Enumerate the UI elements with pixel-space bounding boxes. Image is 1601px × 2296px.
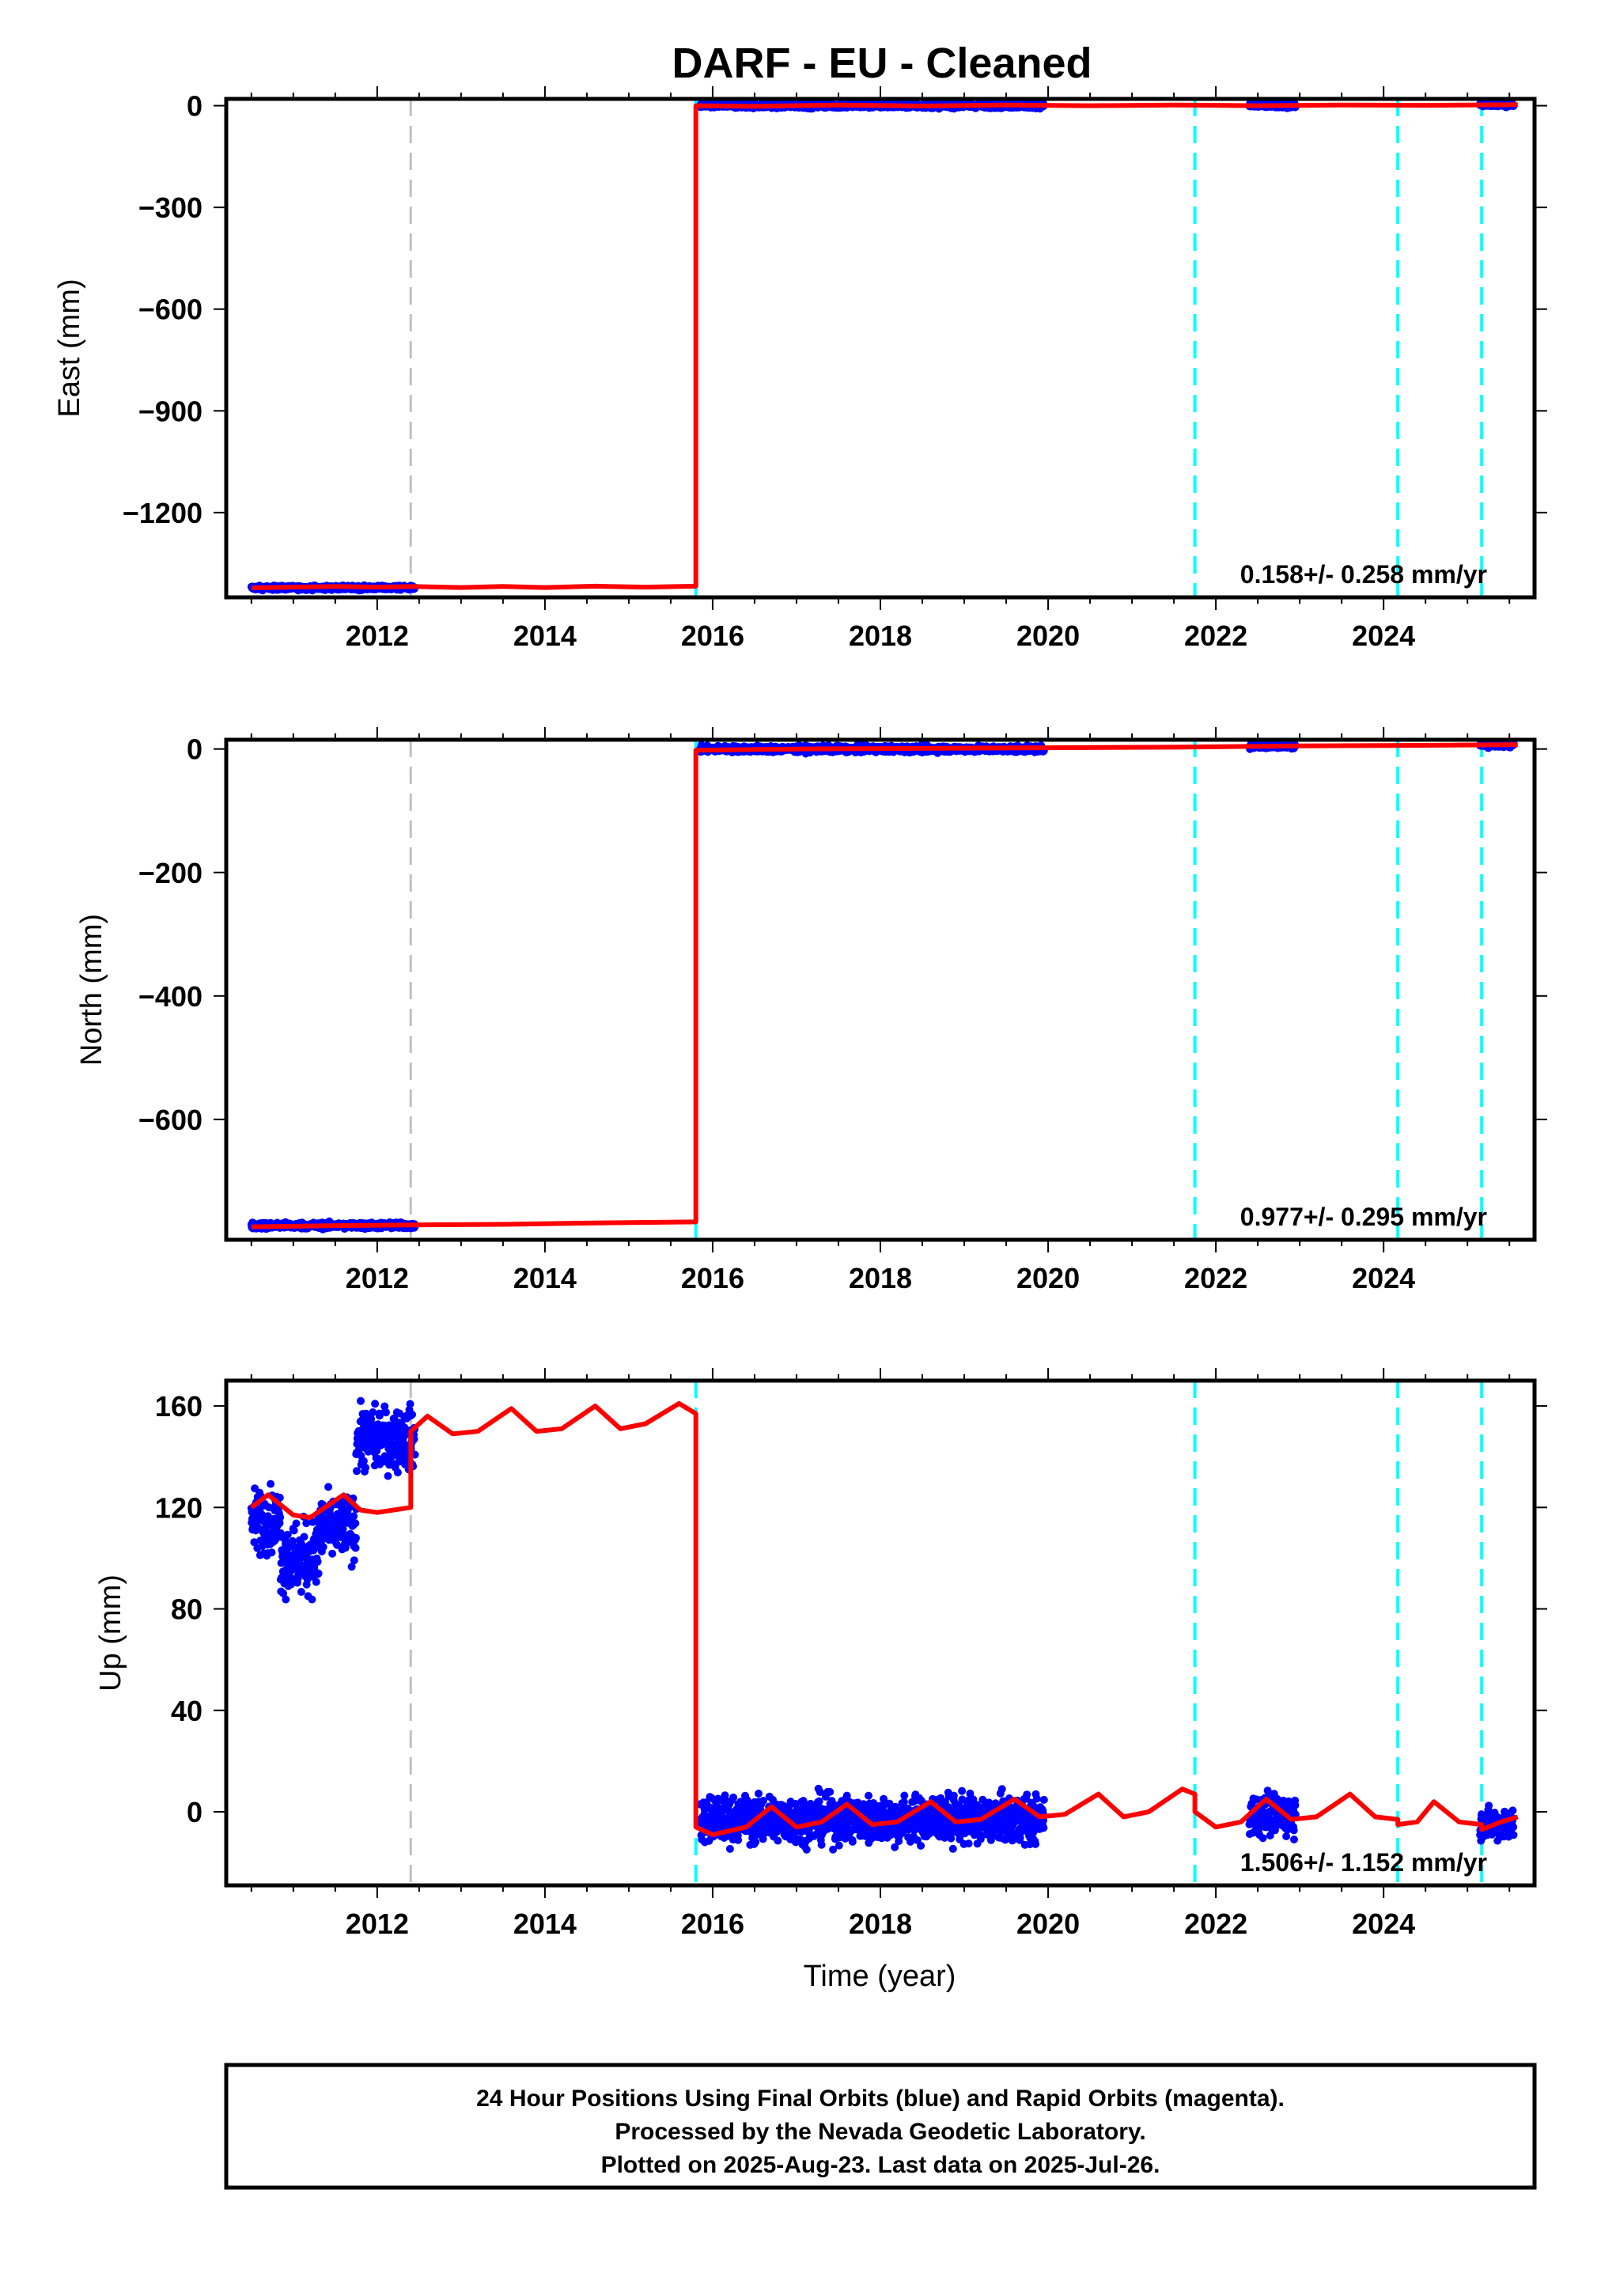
up-data-point (369, 1408, 377, 1416)
north-panel: 2012 2014 2016 2018 2020 2022 2024 0 −200 −400 −60… (75, 727, 1547, 1294)
north-x-tick-label: 2020 (1016, 1262, 1080, 1294)
up-data-point (308, 1595, 316, 1604)
north-y-tick-label: −200 (138, 857, 202, 889)
east-x-tick-label: 2012 (346, 619, 409, 652)
up-panel: 2012 2014 2016 2018 2020 2022 2024 160 120 80 40 0 U… (94, 1368, 1547, 1940)
east-x-tick-label: 2014 (513, 619, 577, 652)
north-x-tick-label: 2024 (1352, 1262, 1415, 1294)
north-frame (224, 737, 1537, 1242)
east-x-tick-label: 2016 (681, 619, 744, 652)
north-plot-area (247, 740, 1518, 1240)
north-x-tick-label: 2022 (1184, 1262, 1247, 1294)
up-data-point (361, 1464, 370, 1472)
up-y-axis-label: Up (mm) (94, 1574, 127, 1692)
north-velocity-label: 0.977+/- 0.295 mm/yr (1240, 1203, 1487, 1231)
up-data-point (371, 1400, 380, 1408)
up-data-point (250, 1538, 259, 1547)
up-data-point (276, 1513, 285, 1521)
up-data-point (308, 1517, 317, 1526)
up-data-point (282, 1595, 290, 1604)
up-plot-area (247, 1381, 1519, 1885)
up-data-point (384, 1472, 392, 1480)
up-data-point (314, 1569, 323, 1578)
up-data-point (351, 1519, 360, 1528)
east-x-tick-label: 2018 (849, 619, 912, 652)
up-data-point (352, 1533, 360, 1542)
east-plot-area (247, 99, 1518, 597)
east-frame (224, 97, 1537, 600)
up-y-tick-label: 80 (171, 1593, 202, 1626)
up-data-point (350, 1512, 358, 1521)
east-velocity-label: 0.158+/- 0.258 mm/yr (1240, 560, 1487, 589)
east-y-tick-label: −900 (138, 395, 202, 427)
up-y-tick-label: 0 (187, 1796, 202, 1828)
up-data-point (367, 1415, 376, 1423)
north-model-line (251, 742, 1518, 1229)
east-y-tick-label: −300 (138, 191, 202, 224)
north-y-tick-label: 0 (187, 733, 202, 766)
up-data-point (279, 1589, 288, 1597)
up-data-point (297, 1588, 305, 1596)
up-x-tick-label: 2016 (681, 1908, 744, 1940)
east-x-tick-label: 2020 (1016, 619, 1080, 652)
up-data-point (290, 1526, 298, 1535)
up-data-point (347, 1563, 356, 1571)
up-data-point (375, 1411, 384, 1420)
east-y-tick-label: −600 (138, 294, 202, 326)
north-x-tick-label: 2012 (346, 1262, 409, 1294)
up-data-point (302, 1519, 311, 1528)
up-data-point (267, 1480, 275, 1488)
east-x-tick-label: 2024 (1352, 619, 1415, 652)
up-data-point (313, 1557, 322, 1566)
up-data-point (275, 1519, 284, 1528)
up-x-tick-label: 2014 (513, 1908, 577, 1940)
up-x-tick-label: 2022 (1184, 1908, 1247, 1940)
east-model-line (251, 102, 1518, 590)
north-x-tick-label: 2018 (849, 1262, 912, 1294)
up-data-point (359, 1457, 368, 1465)
north-x-tick-label: 2016 (681, 1262, 744, 1294)
up-data-point (351, 1544, 360, 1552)
up-data-point (319, 1543, 327, 1552)
east-y-tick-label: 0 (187, 90, 202, 123)
up-data-point (324, 1483, 333, 1491)
up-y-tick-label: 40 (171, 1695, 202, 1727)
figure-title: DARF - EU - Cleaned (672, 40, 1092, 87)
up-data-point (325, 1536, 334, 1544)
up-data-point (312, 1578, 320, 1586)
up-data-point (267, 1548, 276, 1557)
up-data-point (283, 1530, 292, 1539)
east-y-tick-label: −1200 (123, 497, 202, 529)
up-data-point (382, 1408, 390, 1417)
up-data-point (341, 1544, 350, 1552)
up-data-point (350, 1556, 358, 1565)
up-data-point (357, 1396, 365, 1405)
up-data-point (328, 1549, 337, 1558)
north-x-tick-label: 2014 (513, 1262, 577, 1294)
up-x-tick-label: 2020 (1016, 1908, 1080, 1940)
north-y-tick-label: −600 (138, 1104, 202, 1136)
up-y-tick-label: 120 (155, 1491, 202, 1524)
up-data-point (292, 1519, 301, 1528)
up-data-point (353, 1467, 361, 1476)
north-y-axis-label: North (mm) (75, 914, 108, 1066)
up-x-tick-label: 2024 (1352, 1908, 1415, 1940)
up-data-point (300, 1533, 308, 1541)
east-y-axis-label: East (mm) (53, 278, 86, 417)
up-x-tick-label: 2012 (346, 1908, 409, 1940)
east-panel: 2012 2014 2016 2018 2020 2022 2024 0 −300 −600 −90… (53, 86, 1547, 652)
north-y-tick-label: −400 (138, 980, 202, 1013)
east-x-tick-label: 2022 (1184, 619, 1247, 652)
up-x-tick-label: 2018 (849, 1908, 912, 1940)
up-y-tick-label: 160 (155, 1390, 202, 1423)
